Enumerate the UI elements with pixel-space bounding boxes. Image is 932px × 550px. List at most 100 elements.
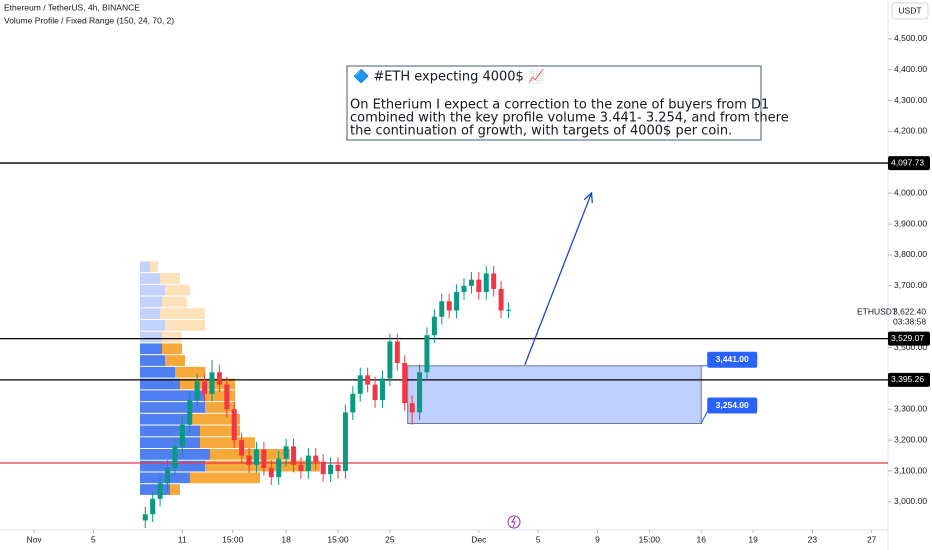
profile-down: [190, 413, 240, 425]
candle-body: [335, 464, 341, 472]
x-tick-label: 15:00: [222, 534, 244, 544]
profile-down: [165, 355, 185, 366]
x-tick-label: 5: [536, 534, 541, 544]
x-tick-label: 27: [867, 534, 877, 544]
candle-body: [424, 335, 430, 373]
price-marker-label: 3,395.26: [891, 374, 924, 384]
x-tick-label: Nov: [27, 534, 43, 544]
candle-body: [446, 301, 452, 311]
symbol-title: Ethereum / TetherUS, 4h, BINANCE: [4, 2, 140, 12]
zone-connector: [700, 411, 708, 424]
profile-down: [165, 284, 190, 296]
profile-down: [190, 472, 260, 484]
profile-up: [140, 402, 205, 413]
profile-up: [140, 261, 150, 273]
x-tick-label: Dec: [471, 534, 487, 544]
candle-body: [491, 273, 497, 289]
profile-down: [165, 319, 205, 331]
candle-body: [194, 381, 200, 401]
currency-label[interactable]: USDT: [898, 5, 921, 15]
candle-body: [357, 375, 363, 394]
candle-body: [431, 316, 437, 336]
profile-up: [140, 484, 170, 495]
candle-body: [505, 309, 511, 311]
x-tick-label: 19: [748, 534, 758, 544]
candle-body: [179, 424, 185, 447]
profile-down: [180, 378, 235, 390]
x-tick-label: 23: [808, 534, 818, 544]
candle-body: [202, 381, 208, 394]
indicator-title: Volume Profile / Fixed Range (150, 24, 7…: [4, 15, 174, 25]
zone-label: 3,254.00: [716, 400, 749, 410]
price-marker: [888, 331, 930, 346]
candle-body: [461, 285, 467, 293]
profile-down: [205, 402, 235, 413]
candle-body: [320, 461, 326, 475]
candle-body: [387, 341, 393, 379]
profile-up: [140, 378, 180, 390]
candle-body: [253, 449, 259, 465]
candle-body: [468, 279, 474, 286]
price-marker: [888, 156, 930, 171]
profile-down: [162, 331, 182, 343]
candle-body: [142, 514, 148, 521]
x-tick-label: 18: [281, 534, 291, 544]
candle-body: [476, 279, 482, 293]
annotation-line: combined with the key profile volume 3.4…: [350, 111, 789, 126]
profile-down: [175, 366, 205, 378]
candle-body: [261, 449, 267, 468]
y-tick-label: 3,200.00: [894, 434, 927, 444]
zone: [407, 365, 702, 425]
y-tick-label: 3,100.00: [894, 465, 927, 475]
x-tick-label: 16: [696, 534, 706, 544]
y-tick-label: 3,500.00: [894, 342, 927, 352]
candle-body: [350, 393, 356, 413]
y-tick-label: 4,300.00: [894, 95, 927, 105]
profile-down: [205, 390, 235, 402]
candle-body: [379, 378, 385, 401]
ticker-name: ETHUSDT: [857, 306, 897, 316]
y-tick-label: 4,400.00: [894, 64, 927, 74]
profile-down: [160, 273, 180, 284]
currency-button[interactable]: [891, 2, 929, 20]
zone-label-box: [707, 397, 758, 414]
candle-body: [498, 288, 504, 311]
annotation-line: the continuation of growth, with targets…: [350, 124, 732, 139]
profile-up: [140, 366, 175, 378]
y-tick-label: 3,700.00: [894, 280, 927, 290]
candle-body: [246, 455, 252, 465]
profile-down: [200, 425, 240, 437]
annotation-title: 🔷 #ETH expecting 4000$ 📈: [353, 69, 544, 85]
profile-up: [140, 308, 160, 319]
x-tick-label: 5: [91, 534, 96, 544]
zone-label: 3,441.00: [716, 354, 749, 364]
x-tick-label: 15:00: [327, 534, 349, 544]
candle-body: [268, 467, 274, 478]
event-bolt: [511, 516, 516, 528]
candle-body: [291, 446, 297, 465]
zone-label-box: [707, 351, 758, 368]
candle-body: [372, 384, 378, 401]
candle-body: [454, 292, 460, 311]
price-marker-label: 3,529.07: [891, 333, 924, 343]
profile-up: [140, 355, 165, 366]
arrow-line: [524, 192, 593, 366]
price-marker: [888, 372, 930, 387]
annotation-box: [346, 65, 762, 141]
candle-body: [394, 341, 400, 364]
profile-up: [140, 343, 162, 355]
profile-down: [170, 484, 180, 495]
candle-body: [328, 464, 334, 475]
y-tick-label: 3,800.00: [894, 249, 927, 259]
y-tick-label: 3,300.00: [894, 404, 927, 414]
profile-down: [162, 296, 187, 308]
profile-down: [200, 437, 255, 449]
y-tick-label: 3,000.00: [894, 496, 927, 506]
x-tick-label: 9: [595, 534, 600, 544]
profile-up: [140, 413, 190, 425]
profile-down: [162, 343, 182, 355]
x-tick-label: 25: [385, 534, 395, 544]
arrow-head: [583, 191, 593, 203]
candle-body: [224, 384, 230, 410]
